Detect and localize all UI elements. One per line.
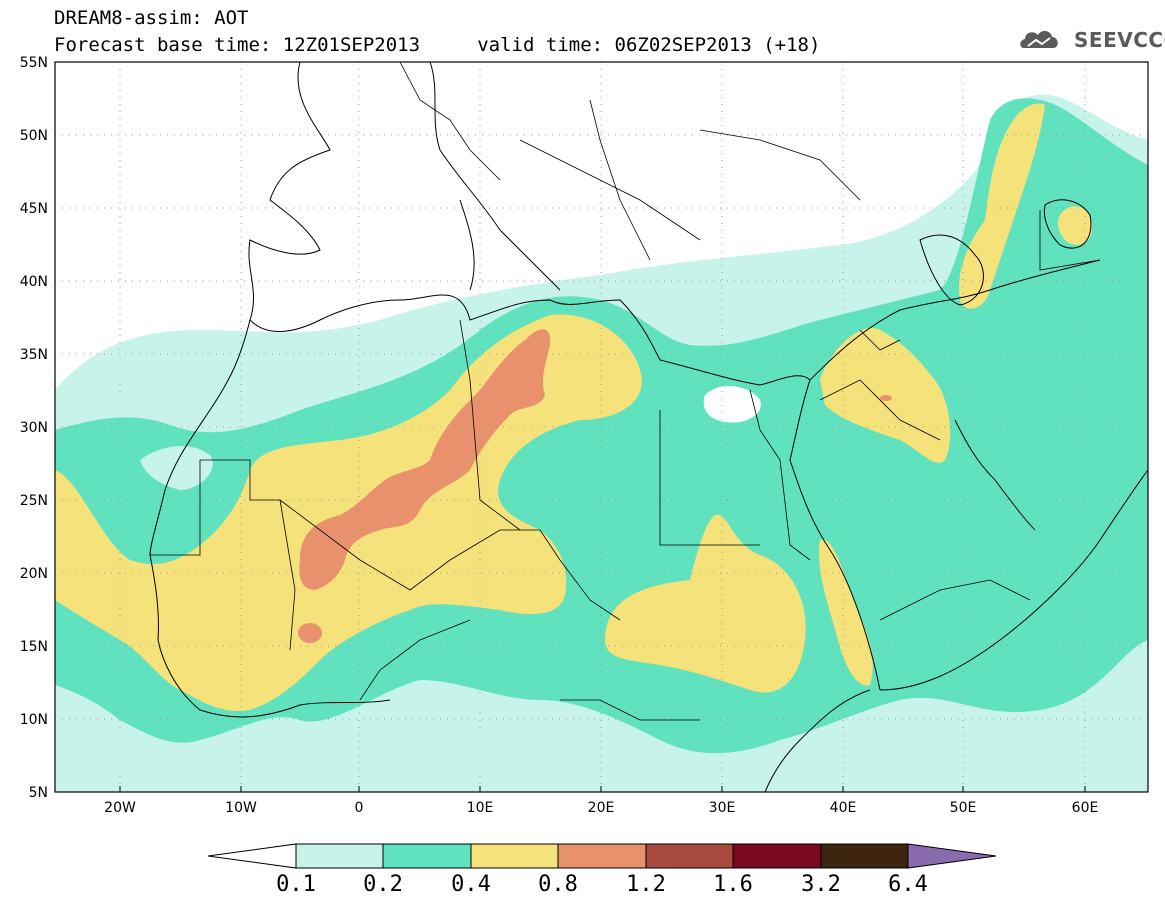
colorbar-bin-4 — [557, 843, 647, 869]
aot-band-0.8-mali — [298, 623, 322, 643]
cloud-icon — [1020, 31, 1058, 48]
chart-title: DREAM8-assim: AOT — [54, 7, 249, 29]
colorbar — [207, 843, 997, 869]
lat-label: 35N — [19, 347, 48, 363]
lat-label: 20N — [19, 566, 48, 582]
lat-label: 40N — [19, 274, 48, 290]
aot-clear-egypt — [703, 385, 761, 423]
lat-label: 15N — [19, 639, 48, 655]
lat-label: 30N — [19, 420, 48, 436]
seevccc-logo-text: SEEVCCC — [1074, 28, 1165, 52]
aot-band-0.4-redsea — [819, 539, 873, 686]
lat-label: 45N — [19, 201, 48, 217]
colorbar-bin-7 — [820, 843, 909, 869]
colorbar-label: 0.4 — [451, 872, 491, 897]
lat-label: 5N — [28, 785, 48, 801]
colorbar-bin-3 — [470, 843, 559, 869]
colorbar-label: 3.2 — [801, 872, 841, 897]
colorbar-under-arrow — [207, 843, 297, 869]
aot-band-0.4-aral — [1057, 206, 1093, 245]
country-borders — [150, 62, 1101, 721]
lon-label: 50E — [949, 800, 977, 816]
forecast-time-line: Forecast base time: 12Z01SEP2013 valid t… — [54, 34, 821, 56]
colorbar-over-arrow — [907, 843, 997, 869]
colorbar-label: 1.6 — [713, 872, 753, 897]
lon-label: 60E — [1071, 800, 1099, 816]
aot-band-0.8 — [299, 329, 551, 590]
lon-label: 40E — [829, 800, 857, 816]
aot-clear-lowaot-west — [140, 445, 213, 490]
colorbar-label: 0.2 — [363, 872, 403, 897]
lat-label: 25N — [19, 493, 48, 509]
graticule — [55, 62, 1148, 792]
colorbar-label: 0.1 — [276, 872, 316, 897]
lat-label: 50N — [19, 128, 48, 144]
lat-label: 10N — [19, 712, 48, 728]
lon-label: 20E — [587, 800, 615, 816]
colorbar-bin-5 — [645, 843, 734, 869]
coastlines — [149, 62, 1148, 792]
lon-label: 0 — [354, 800, 364, 816]
lon-label: 10W — [225, 800, 257, 816]
colorbar-label: 6.4 — [888, 872, 928, 897]
aot-band-0.4-caspian — [959, 103, 1045, 309]
colorbar-bin-6 — [732, 843, 822, 869]
colorbar-bin-2 — [382, 843, 472, 869]
lon-label: 20W — [104, 800, 136, 816]
lon-label: 10E — [466, 800, 494, 816]
lon-label: 30E — [708, 800, 736, 816]
colorbar-label: 1.2 — [626, 872, 666, 897]
colorbar-bin-1 — [295, 843, 384, 869]
aot-band-0.8-iraq — [880, 395, 892, 401]
lat-label: 55N — [19, 55, 48, 71]
colorbar-label: 0.8 — [538, 872, 578, 897]
aot-band-0.4-east — [605, 514, 806, 693]
